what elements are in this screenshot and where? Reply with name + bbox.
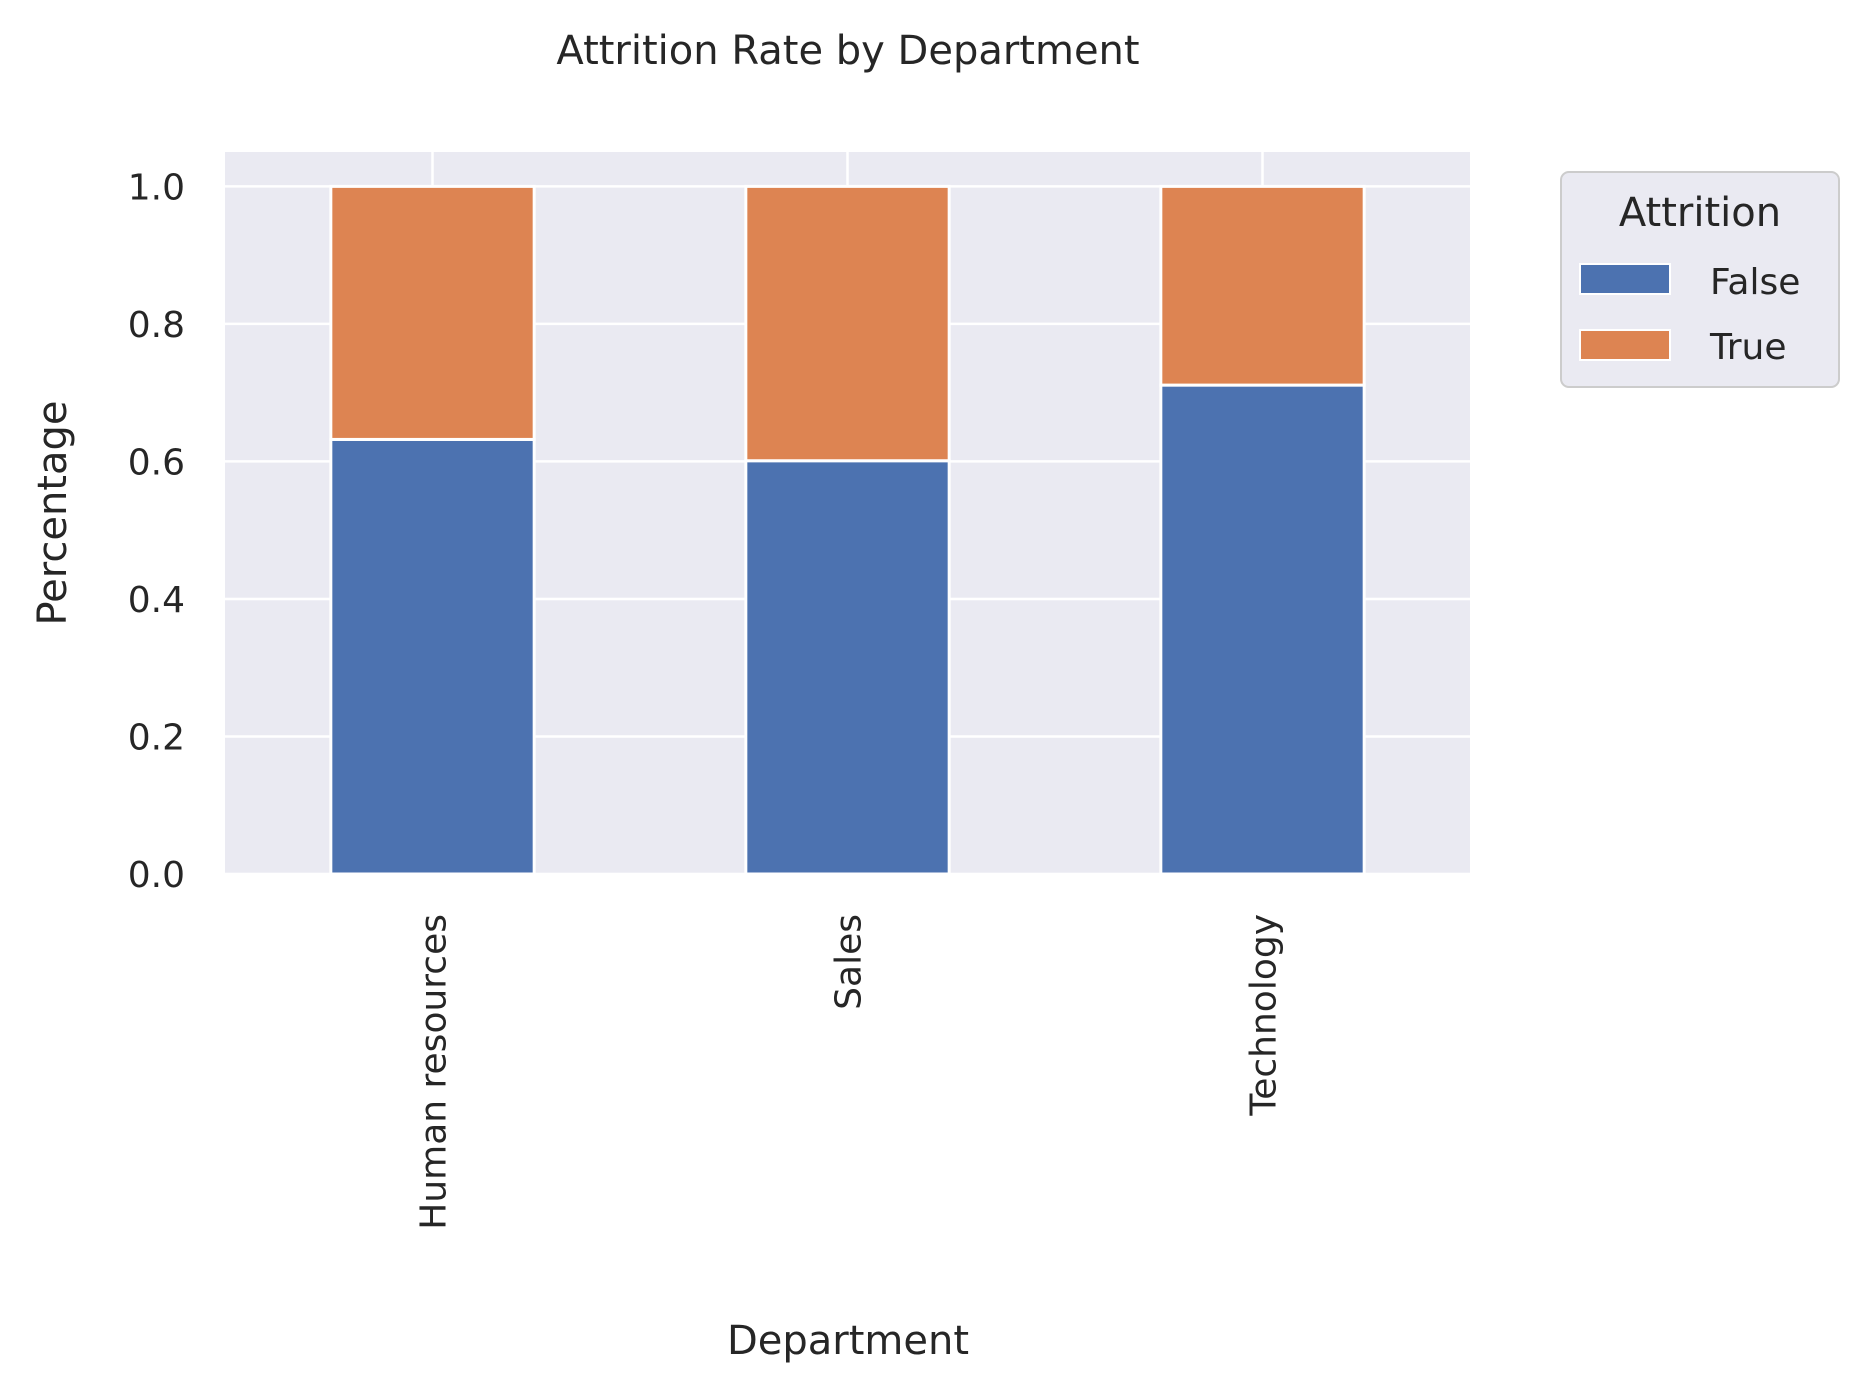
legend-swatch-true (1579, 329, 1671, 361)
bar-true-human-resources (329, 184, 536, 441)
y-tick-label: 1.0 (128, 167, 185, 208)
x-tick-label: Sales (829, 914, 870, 1010)
y-tick-label: 0.6 (128, 442, 185, 483)
bar-false-technology (1159, 383, 1366, 876)
bar-false-human-resources (329, 437, 536, 876)
y-axis-label: Percentage (30, 400, 76, 625)
legend: Attrition False True (1560, 171, 1840, 388)
legend-label-true: True (1709, 327, 1786, 368)
y-ticks: 0.0 0.2 0.4 0.6 0.8 1.0 (128, 167, 185, 896)
y-tick-label: 0.8 (128, 305, 185, 346)
x-tick-label: Human resources (414, 914, 455, 1230)
bar-false-sales (744, 459, 951, 876)
legend-label-false: False (1710, 262, 1800, 303)
y-tick-label: 0.0 (128, 855, 185, 896)
bars (329, 184, 1366, 876)
x-axis-label: Department (727, 1318, 969, 1364)
legend-title: Attrition (1619, 190, 1781, 236)
bar-true-technology (1159, 184, 1366, 387)
legend-swatch-false (1579, 263, 1671, 295)
bar-true-sales (744, 184, 951, 463)
y-tick-label: 0.4 (128, 580, 185, 621)
x-tick-label: Technology (1244, 914, 1285, 1117)
x-ticks: Human resources Sales Technology (414, 914, 1285, 1230)
y-tick-label: 0.2 (128, 717, 185, 758)
chart-title: Attrition Rate by Department (556, 28, 1139, 74)
